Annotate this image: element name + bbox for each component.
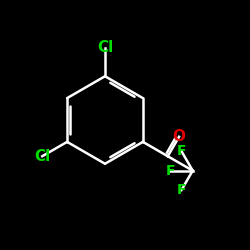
Text: F: F	[166, 164, 175, 178]
Text: O: O	[172, 129, 186, 144]
Text: Cl: Cl	[97, 40, 113, 55]
Text: F: F	[177, 183, 186, 197]
Text: Cl: Cl	[34, 149, 50, 164]
Text: F: F	[177, 144, 186, 158]
